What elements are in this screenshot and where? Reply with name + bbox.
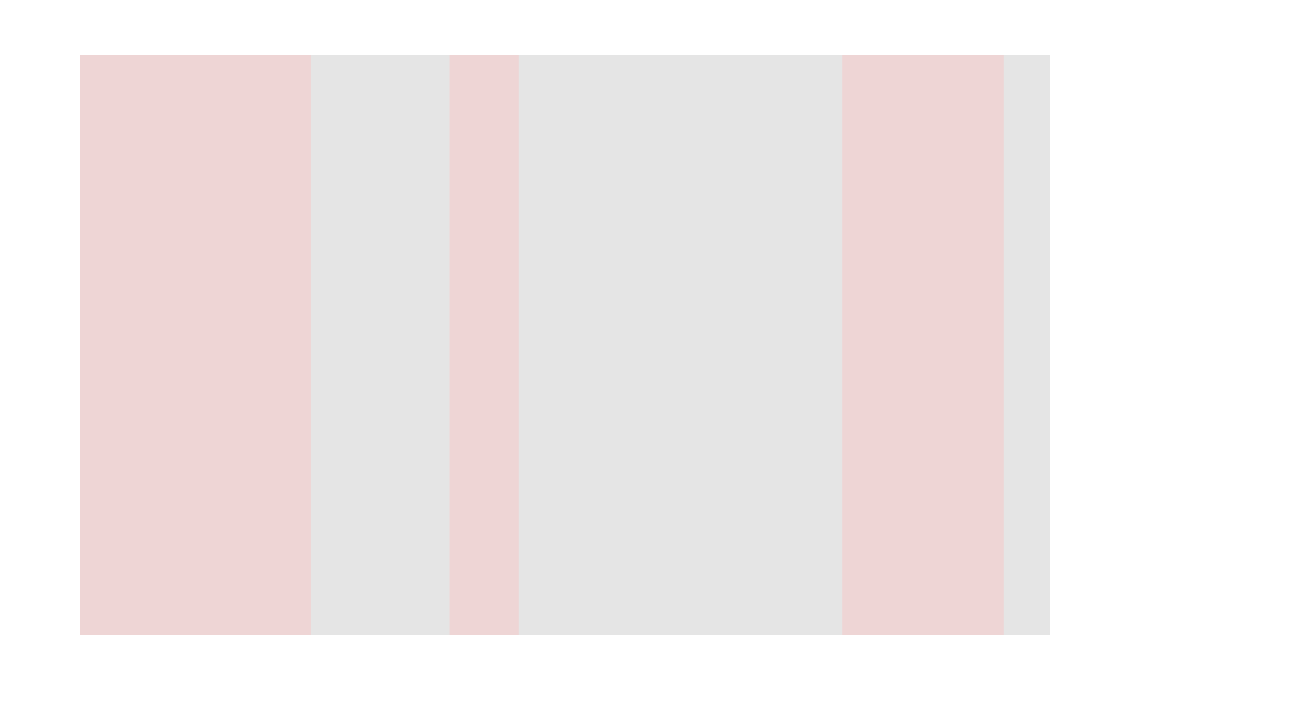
crisis-band <box>80 55 311 635</box>
crisis-band <box>450 55 519 635</box>
boxplot-chart <box>0 0 1299 710</box>
crisis-band <box>842 55 1004 635</box>
